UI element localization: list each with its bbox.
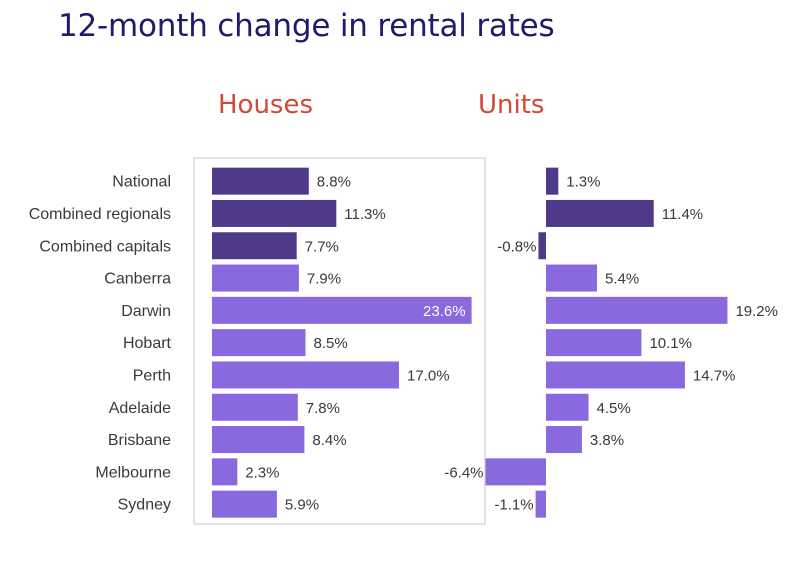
houses-value-label-combined-regionals: 11.3%	[344, 206, 385, 223]
houses-bar-national	[212, 167, 309, 195]
houses-panel-frame	[193, 157, 486, 525]
units-bar-hobart	[546, 329, 642, 357]
category-label-darwin: Darwin	[121, 303, 171, 320]
units-value-label-combined-regionals: 11.4%	[662, 206, 703, 223]
units-bar-combined-capitals	[538, 232, 546, 260]
houses-bar-perth	[212, 361, 399, 389]
houses-value-label-adelaide: 7.8%	[306, 400, 340, 417]
units-bar-darwin	[546, 296, 728, 324]
houses-value-label-perth: 17.0%	[407, 367, 450, 384]
houses-value-label-national: 8.8%	[317, 174, 351, 191]
houses-bar-adelaide	[212, 393, 298, 421]
houses-bar-hobart	[212, 329, 306, 357]
houses-panel-title: Houses	[218, 90, 313, 120]
category-label-brisbane: Brisbane	[108, 432, 171, 449]
houses-bar-melbourne	[212, 458, 238, 486]
units-bar-perth	[546, 361, 685, 389]
units-bars: 1.3% 11.4% -0.8% 5.4% 19.2% 10.1%14.7% 4.5% 3.8…	[444, 167, 778, 518]
houses-value-label-sydney: 5.9%	[285, 497, 319, 514]
units-bar-combined-regionals	[546, 199, 654, 227]
units-value-label-combined-capitals: -0.8%	[497, 238, 536, 255]
units-bar-national	[546, 167, 559, 195]
units-value-label-sydney: -1.1%	[494, 497, 533, 514]
units-value-label-perth: 14.7%	[693, 367, 736, 384]
houses-value-label-melbourne: 2.3%	[245, 464, 279, 481]
units-bar-adelaide	[546, 393, 589, 421]
houses-bars: 8.8% 11.3% 7.7% 7.9% 23.6% 8.5% 17.0% 7.8% 8.4% 2…	[212, 167, 472, 518]
houses-bar-combined-regionals	[212, 199, 337, 227]
category-label-combined-capitals: Combined capitals	[39, 238, 171, 255]
houses-bar-canberra	[212, 264, 299, 292]
category-label-canberra: Canberra	[104, 271, 171, 288]
units-bar-canberra	[546, 264, 598, 292]
units-panel-title: Units	[478, 90, 544, 120]
houses-value-label-hobart: 8.5%	[314, 335, 348, 352]
units-value-label-adelaide: 4.5%	[597, 400, 631, 417]
houses-bar-sydney	[212, 490, 277, 518]
houses-value-label-canberra: 7.9%	[307, 271, 341, 288]
category-label-national: National	[112, 174, 171, 191]
houses-bar-darwin	[212, 296, 472, 324]
houses-bar-brisbane	[212, 426, 305, 454]
category-label-combined-regionals: Combined regionals	[29, 206, 171, 223]
units-value-label-brisbane: 3.8%	[590, 432, 624, 449]
chart-title: 12-month change in rental rates	[58, 8, 555, 44]
houses-value-label-combined-capitals: 7.7%	[305, 238, 339, 255]
category-label-sydney: Sydney	[118, 497, 171, 514]
category-label-hobart: Hobart	[123, 335, 172, 352]
category-labels: National Combined regionals Combined capit…	[29, 174, 172, 514]
units-value-label-hobart: 10.1%	[649, 335, 692, 352]
houses-value-label-darwin: 23.6%	[423, 303, 466, 320]
units-bar-brisbane	[546, 426, 582, 454]
units-value-label-canberra: 5.4%	[605, 271, 639, 288]
units-value-label-national: 1.3%	[566, 174, 600, 191]
units-value-label-darwin: 19.2%	[735, 303, 778, 320]
units-bar-sydney	[535, 490, 546, 518]
units-value-label-melbourne: -6.4%	[444, 464, 483, 481]
category-label-perth: Perth	[133, 367, 171, 384]
units-bar-melbourne	[485, 458, 546, 486]
category-label-adelaide: Adelaide	[109, 400, 171, 417]
houses-value-label-brisbane: 8.4%	[312, 432, 346, 449]
houses-bar-combined-capitals	[212, 232, 297, 260]
category-label-melbourne: Melbourne	[95, 464, 171, 481]
